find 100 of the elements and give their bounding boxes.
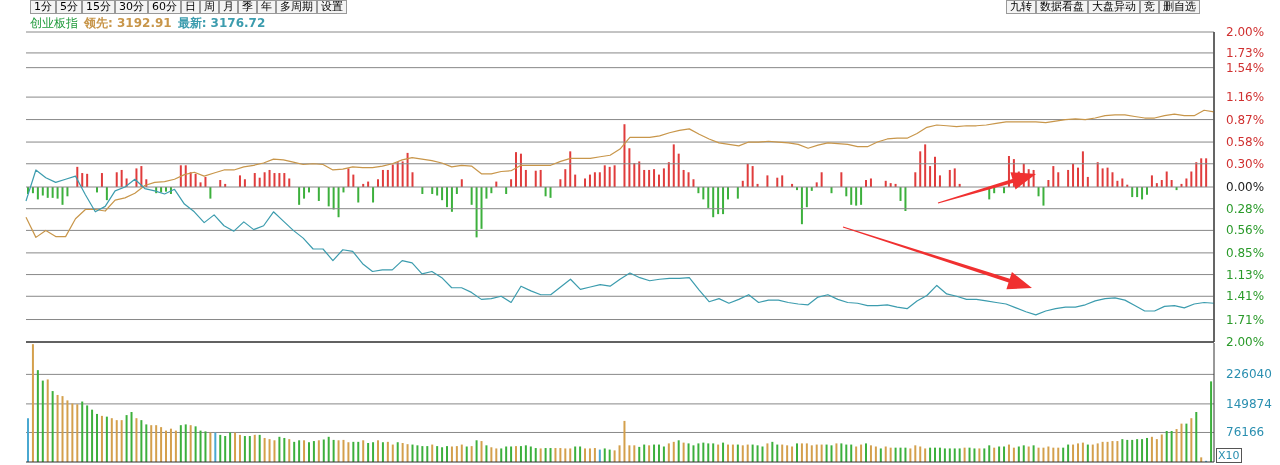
- bar: [352, 441, 355, 462]
- bar: [51, 391, 54, 462]
- bar: [470, 187, 473, 205]
- bar: [914, 445, 917, 462]
- bar: [820, 172, 823, 187]
- bar: [234, 432, 237, 462]
- bar: [145, 424, 148, 462]
- bar: [1180, 423, 1183, 462]
- bar: [1067, 444, 1070, 462]
- bar: [1190, 418, 1193, 462]
- bar: [421, 446, 424, 462]
- bar: [411, 444, 414, 462]
- bar: [1007, 444, 1010, 462]
- bar: [603, 165, 606, 187]
- bar: [1126, 439, 1129, 462]
- bar: [677, 440, 680, 462]
- bar: [672, 441, 675, 462]
- bar: [623, 420, 626, 462]
- bar: [268, 439, 271, 462]
- bar: [579, 446, 582, 462]
- bar: [707, 187, 710, 208]
- bar: [219, 434, 222, 462]
- bar: [253, 434, 256, 462]
- bar: [273, 440, 276, 462]
- text: 九转: [1006, 0, 1036, 14]
- bar: [450, 187, 453, 212]
- bar: [840, 443, 843, 462]
- bar: [983, 448, 986, 462]
- bar: [96, 413, 99, 462]
- bar: [140, 166, 143, 187]
- bar: [1190, 171, 1193, 187]
- bar: [500, 448, 503, 462]
- bar: [470, 446, 473, 462]
- bar: [27, 418, 29, 462]
- y-tick-label: 226040: [1226, 367, 1272, 382]
- bar: [682, 169, 685, 187]
- bar: [682, 442, 685, 462]
- bar: [736, 187, 739, 199]
- bar: [643, 169, 646, 187]
- bar: [515, 152, 518, 187]
- bar: [958, 448, 961, 462]
- bar: [588, 448, 591, 462]
- bar: [362, 440, 365, 462]
- bar: [86, 405, 89, 462]
- bar: [943, 448, 946, 462]
- text: 周: [200, 0, 219, 14]
- bar: [303, 187, 306, 199]
- bar: [495, 448, 498, 462]
- bar: [41, 380, 44, 462]
- bar: [948, 448, 951, 462]
- bar: [31, 344, 34, 462]
- text: 设置: [317, 0, 347, 14]
- bar: [904, 187, 907, 212]
- bar: [46, 379, 49, 462]
- bar: [248, 436, 251, 462]
- text: 领先: 3192.91: [84, 15, 172, 30]
- y-tick-label: 1.16%: [1226, 90, 1265, 105]
- bar: [436, 446, 439, 462]
- bar: [268, 169, 271, 187]
- bar: [441, 187, 444, 201]
- bar: [899, 187, 902, 201]
- bar: [884, 446, 887, 462]
- bar: [534, 170, 537, 187]
- bar: [372, 442, 375, 462]
- bar: [726, 444, 729, 462]
- bar: [667, 162, 670, 187]
- bar: [1195, 162, 1198, 187]
- bar: [510, 446, 513, 462]
- bar: [160, 427, 163, 462]
- y-tick-label: 0.28%: [1226, 201, 1265, 216]
- text: 季: [238, 0, 257, 14]
- bar: [322, 439, 325, 462]
- bar: [401, 443, 404, 462]
- text: 60分: [148, 0, 181, 14]
- bar: [450, 446, 453, 462]
- bar: [1175, 429, 1178, 462]
- bar: [120, 420, 123, 462]
- bar: [1091, 444, 1094, 462]
- bar: [431, 444, 434, 462]
- bar: [1067, 169, 1070, 187]
- text: 大盘异动: [1088, 0, 1140, 14]
- bar: [860, 444, 863, 462]
- bar: [396, 162, 399, 187]
- bar: [485, 445, 488, 462]
- bar: [584, 448, 587, 462]
- bar: [1150, 175, 1153, 187]
- bar: [332, 439, 335, 462]
- bar: [1170, 430, 1173, 462]
- bar: [490, 447, 493, 462]
- bar: [1121, 178, 1124, 187]
- text: 30分: [115, 0, 148, 14]
- bar: [56, 187, 59, 199]
- bar: [391, 444, 394, 462]
- bar: [76, 404, 79, 462]
- bar: [110, 418, 113, 462]
- bar: [613, 165, 616, 187]
- bar: [781, 444, 784, 462]
- bar: [426, 446, 429, 462]
- bar: [1150, 436, 1153, 462]
- bar: [238, 175, 241, 187]
